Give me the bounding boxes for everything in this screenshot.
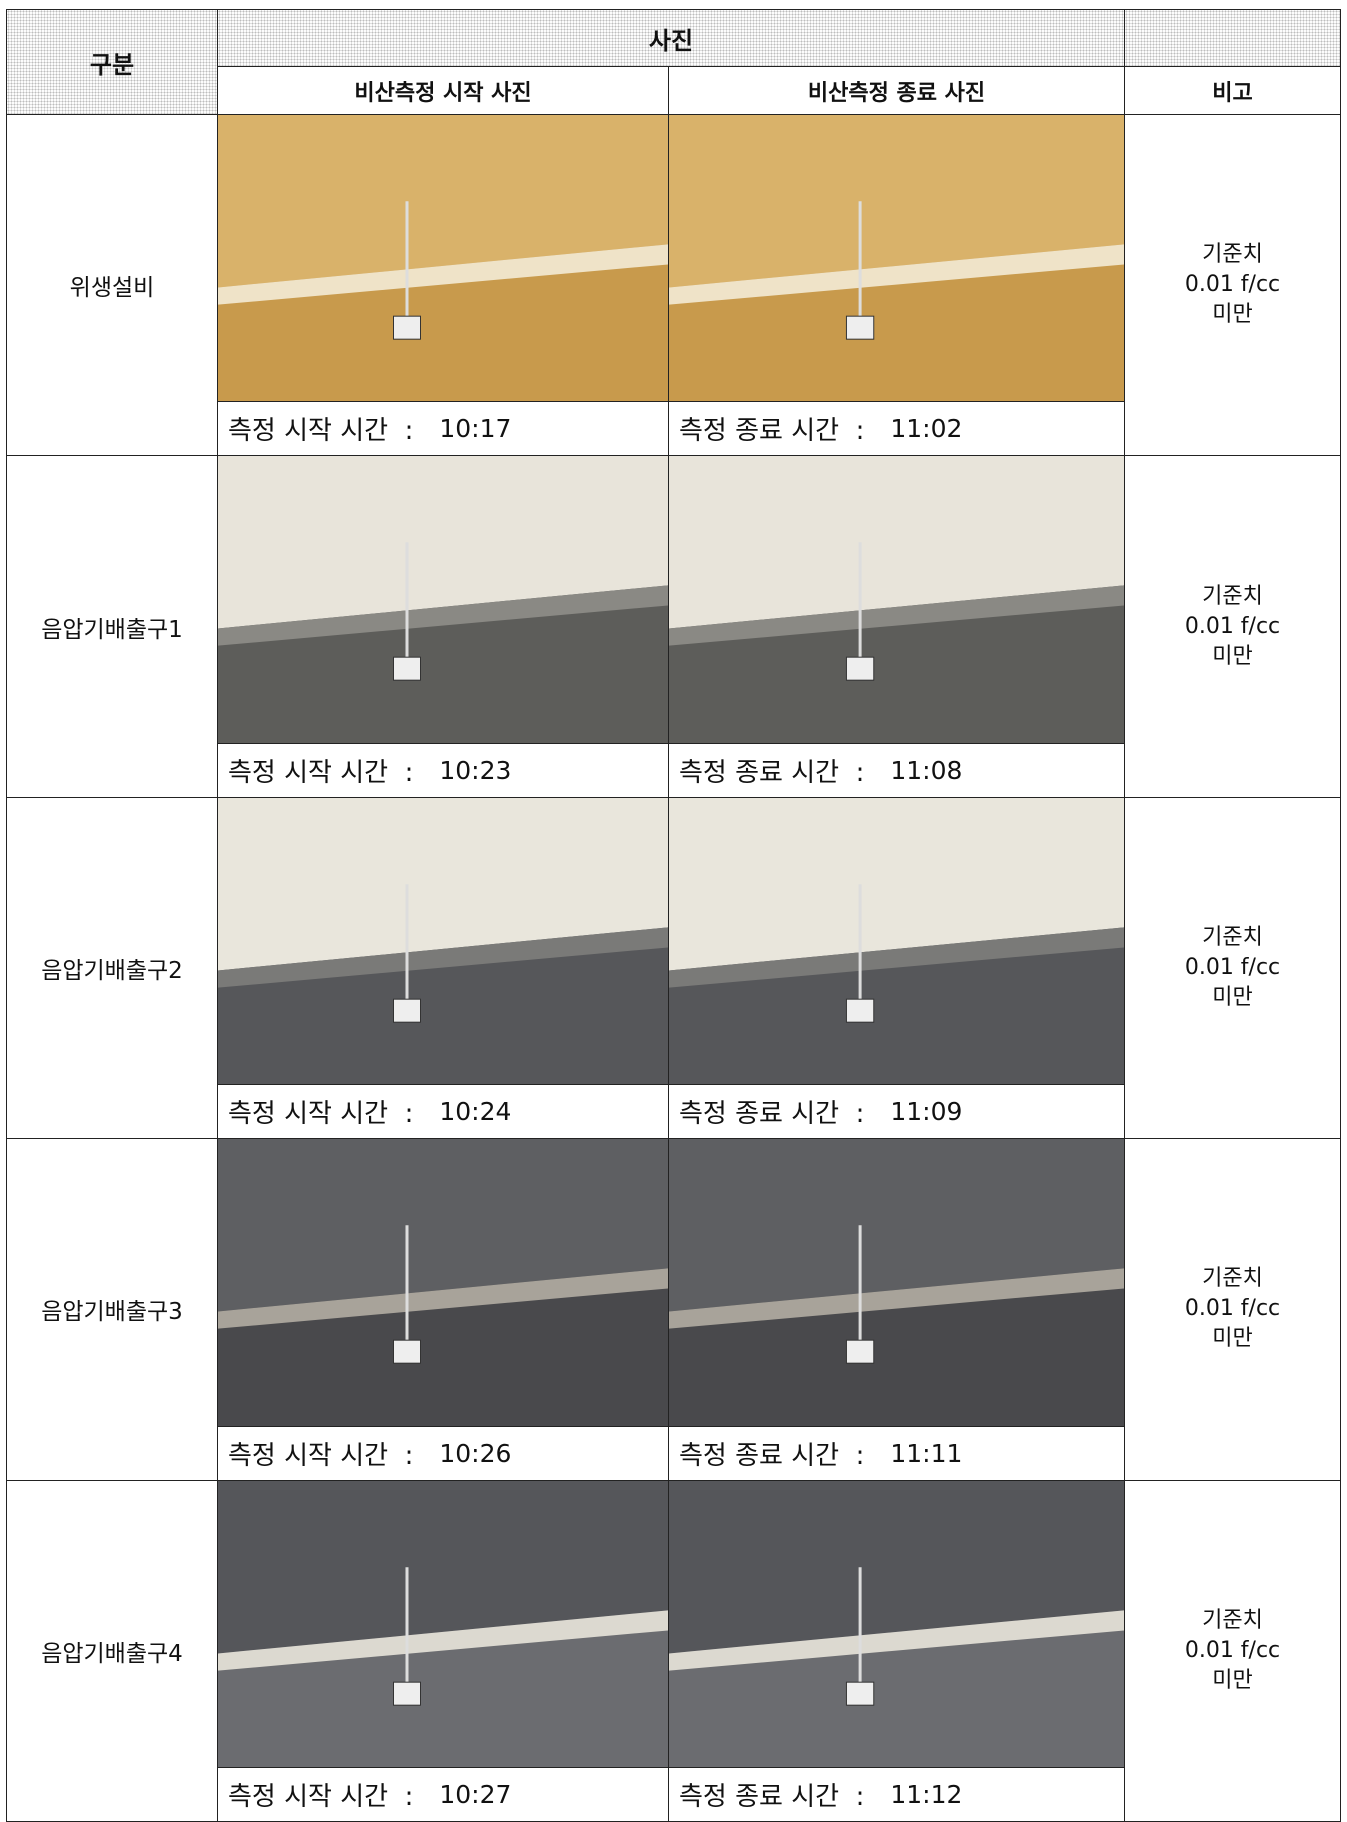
caption: 측정 시작 시간 : 10:17	[218, 401, 668, 456]
photo	[218, 797, 668, 1086]
caption-time: 10:26	[439, 1438, 512, 1468]
caption-label: 측정 시작 시간 :	[228, 757, 414, 788]
caption: 측정 종료 시간 : 11:12	[669, 1766, 1124, 1821]
end-photo-cell: 측정 종료 시간 : 11:09	[668, 796, 1125, 1140]
remark: 기준치 0.01 f/cc 미만	[1124, 114, 1341, 457]
caption-time: 10:17	[439, 414, 512, 444]
caption: 측정 시작 시간 : 10:27	[218, 1766, 668, 1821]
remark: 기준치 0.01 f/cc 미만	[1124, 796, 1341, 1140]
start-photo-cell: 측정 시작 시간 : 10:26	[217, 1138, 669, 1481]
remark-line: 0.01 f/cc	[1184, 954, 1281, 980]
category-header: 구분	[6, 9, 218, 115]
remark: 기준치 0.01 f/cc 미만	[1124, 455, 1341, 798]
caption-label: 측정 종료 시간 :	[679, 1781, 865, 1812]
photo	[218, 1139, 668, 1427]
caption: 측정 종료 시간 : 11:08	[669, 742, 1124, 797]
end-header: 비산측정 종료 사진	[668, 66, 1125, 115]
caption-label: 측정 종료 시간 :	[679, 416, 865, 447]
caption-label: 측정 종료 시간 :	[679, 1440, 865, 1471]
remark-header: 비고	[1124, 66, 1341, 115]
start-photo-cell: 측정 시작 시간 : 10:27	[217, 1479, 669, 1822]
remark-line: 기준치	[1202, 1266, 1263, 1292]
remark-line: 기준치	[1202, 242, 1263, 268]
remark-line: 0.01 f/cc	[1184, 613, 1281, 639]
remark-line: 0.01 f/cc	[1184, 1296, 1281, 1322]
photo	[669, 456, 1124, 744]
photos-header: 사진	[217, 9, 1125, 67]
caption: 측정 종료 시간 : 11:09	[669, 1084, 1124, 1139]
caption-time: 11:08	[890, 755, 963, 785]
photo	[669, 1480, 1124, 1768]
remark-line: 기준치	[1202, 1607, 1263, 1633]
caption-label: 측정 시작 시간 :	[228, 1440, 414, 1471]
end-photo-cell: 측정 종료 시간 : 11:08	[668, 455, 1125, 798]
row-label: 음압기배출구4	[6, 1479, 218, 1822]
row-label: 음압기배출구3	[6, 1138, 218, 1481]
start-header: 비산측정 시작 사진	[217, 66, 669, 115]
end-photo-cell: 측정 종료 시간 : 11:11	[668, 1138, 1125, 1481]
caption-time: 10:24	[439, 1097, 512, 1127]
caption-label: 측정 시작 시간 :	[228, 1781, 414, 1812]
caption-time: 10:23	[439, 755, 512, 785]
remark-line: 미만	[1212, 1326, 1253, 1352]
remark-line: 미만	[1212, 984, 1253, 1010]
row-label: 음압기배출구2	[6, 796, 218, 1140]
caption: 측정 시작 시간 : 10:23	[218, 742, 668, 797]
start-photo-cell: 측정 시작 시간 : 10:24	[217, 796, 669, 1140]
start-photo-cell: 측정 시작 시간 : 10:23	[217, 455, 669, 798]
caption: 측정 시작 시간 : 10:24	[218, 1084, 668, 1139]
row-label: 음압기배출구1	[6, 455, 218, 798]
photo	[218, 1480, 668, 1768]
remark-line: 0.01 f/cc	[1184, 1637, 1281, 1663]
start-photo-cell: 측정 시작 시간 : 10:17	[217, 114, 669, 457]
end-photo-cell: 측정 종료 시간 : 11:02	[668, 114, 1125, 457]
row-label: 위생설비	[6, 114, 218, 457]
caption: 측정 종료 시간 : 11:11	[669, 1425, 1124, 1480]
caption: 측정 종료 시간 : 11:02	[669, 401, 1124, 456]
remark: 기준치 0.01 f/cc 미만	[1124, 1138, 1341, 1481]
remark-line: 0.01 f/cc	[1184, 272, 1281, 298]
remark: 기준치 0.01 f/cc 미만	[1124, 1479, 1341, 1822]
caption-time: 10:27	[439, 1779, 512, 1809]
end-photo-cell: 측정 종료 시간 : 11:12	[668, 1479, 1125, 1822]
photo	[218, 456, 668, 744]
caption-time: 11:09	[890, 1097, 963, 1127]
caption-time: 11:11	[890, 1438, 963, 1468]
remark-line: 미만	[1212, 1667, 1253, 1693]
photo	[669, 115, 1124, 403]
remark-line: 미만	[1212, 302, 1253, 328]
caption: 측정 시작 시간 : 10:26	[218, 1425, 668, 1480]
caption-label: 측정 시작 시간 :	[228, 1099, 414, 1130]
remark-line: 미만	[1212, 643, 1253, 669]
caption-label: 측정 종료 시간 :	[679, 1099, 865, 1130]
photo	[669, 1139, 1124, 1427]
header-blank	[1124, 9, 1341, 67]
remark-line: 기준치	[1202, 924, 1263, 950]
caption-label: 측정 종료 시간 :	[679, 757, 865, 788]
photo	[218, 115, 668, 403]
photo	[669, 797, 1124, 1086]
caption-time: 11:02	[890, 414, 963, 444]
caption-time: 11:12	[890, 1779, 963, 1809]
remark-line: 기준치	[1202, 583, 1263, 609]
caption-label: 측정 시작 시간 :	[228, 416, 414, 447]
